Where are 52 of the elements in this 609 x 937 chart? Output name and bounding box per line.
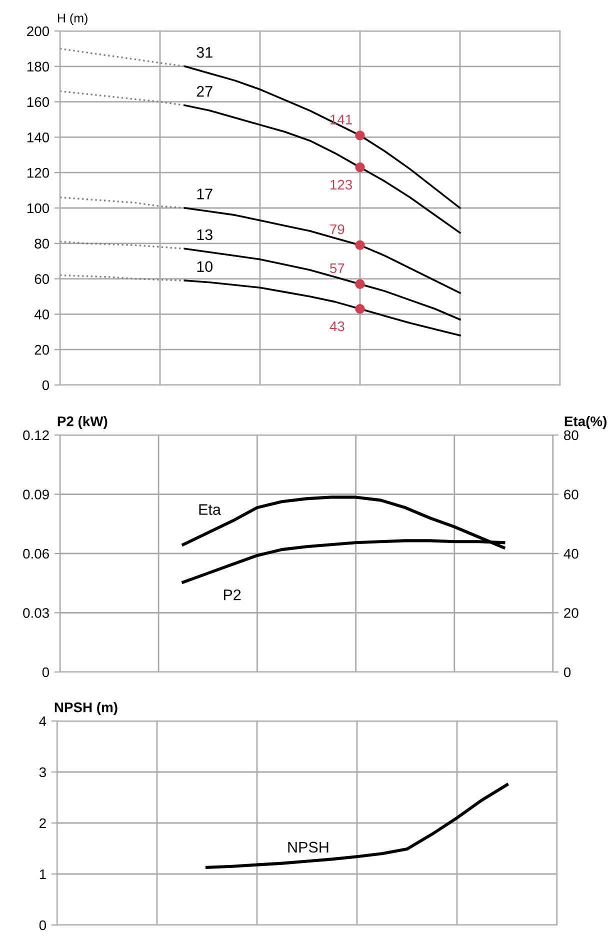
y-tick-label: 120: [27, 168, 50, 178]
y-tick-label: 20: [34, 344, 50, 355]
line-series: [60, 48, 186, 68]
y-tick-label: 0.09: [23, 490, 49, 500]
data-label: 79: [330, 224, 344, 234]
data-label: 43: [330, 321, 344, 332]
data-label: 57: [330, 263, 344, 274]
y2-tick-label: 60: [564, 490, 578, 500]
series-label: NPSH: [288, 842, 328, 853]
y2-tick-label: 40: [564, 548, 578, 559]
y-tick-label: 0: [39, 920, 46, 930]
y-tick-label: 80: [34, 238, 50, 249]
line-series: [184, 248, 461, 320]
y-tick-label: 3: [39, 767, 46, 778]
line-series: [184, 65, 461, 209]
series-label: P2: [224, 589, 241, 600]
series-label: 17: [197, 188, 212, 200]
y-tick-label: 0.12: [23, 430, 49, 440]
line-series: [205, 783, 509, 869]
y-tick-label: 160: [27, 97, 50, 107]
series-label: 27: [196, 86, 212, 97]
y-tick-label: 0: [42, 380, 50, 390]
y-tick-label: 60: [34, 274, 50, 284]
data-label: 123: [330, 180, 352, 190]
series-label: 13: [197, 229, 212, 240]
y2-tick-label: 20: [564, 608, 578, 618]
y-tick-label: 0.03: [23, 608, 49, 618]
data-label: 141: [330, 114, 352, 124]
y-tick-label: 4: [39, 716, 46, 726]
y2-axis-title: Eta(%): [564, 416, 606, 429]
y-tick-label: 140: [27, 132, 50, 142]
y2-tick-label: 80: [564, 430, 578, 440]
y-tick-label: 1: [40, 869, 46, 880]
y2-tick-label: 0: [564, 667, 571, 678]
y-tick-label: 0.06: [23, 548, 49, 559]
line-series: [60, 90, 186, 106]
series-label: Eta: [199, 504, 221, 515]
series-label: 31: [196, 47, 212, 58]
y-tick-label: 200: [27, 26, 50, 36]
line-series: [60, 196, 186, 209]
y-tick-label: 0: [42, 667, 50, 678]
y-tick-label: 100: [27, 203, 50, 214]
y-tick-label: 180: [27, 62, 50, 72]
y-tick-label: 2: [40, 818, 46, 828]
y-axis-title: NPSH (m): [54, 702, 118, 715]
line-series: [184, 280, 461, 336]
line-series: [60, 240, 186, 250]
y-axis-title: H (m): [58, 13, 88, 25]
series-label: 10: [197, 261, 213, 272]
y-axis-title: P2 (kW): [58, 416, 108, 429]
y-tick-label: 40: [34, 310, 50, 320]
line-series: [184, 207, 461, 294]
